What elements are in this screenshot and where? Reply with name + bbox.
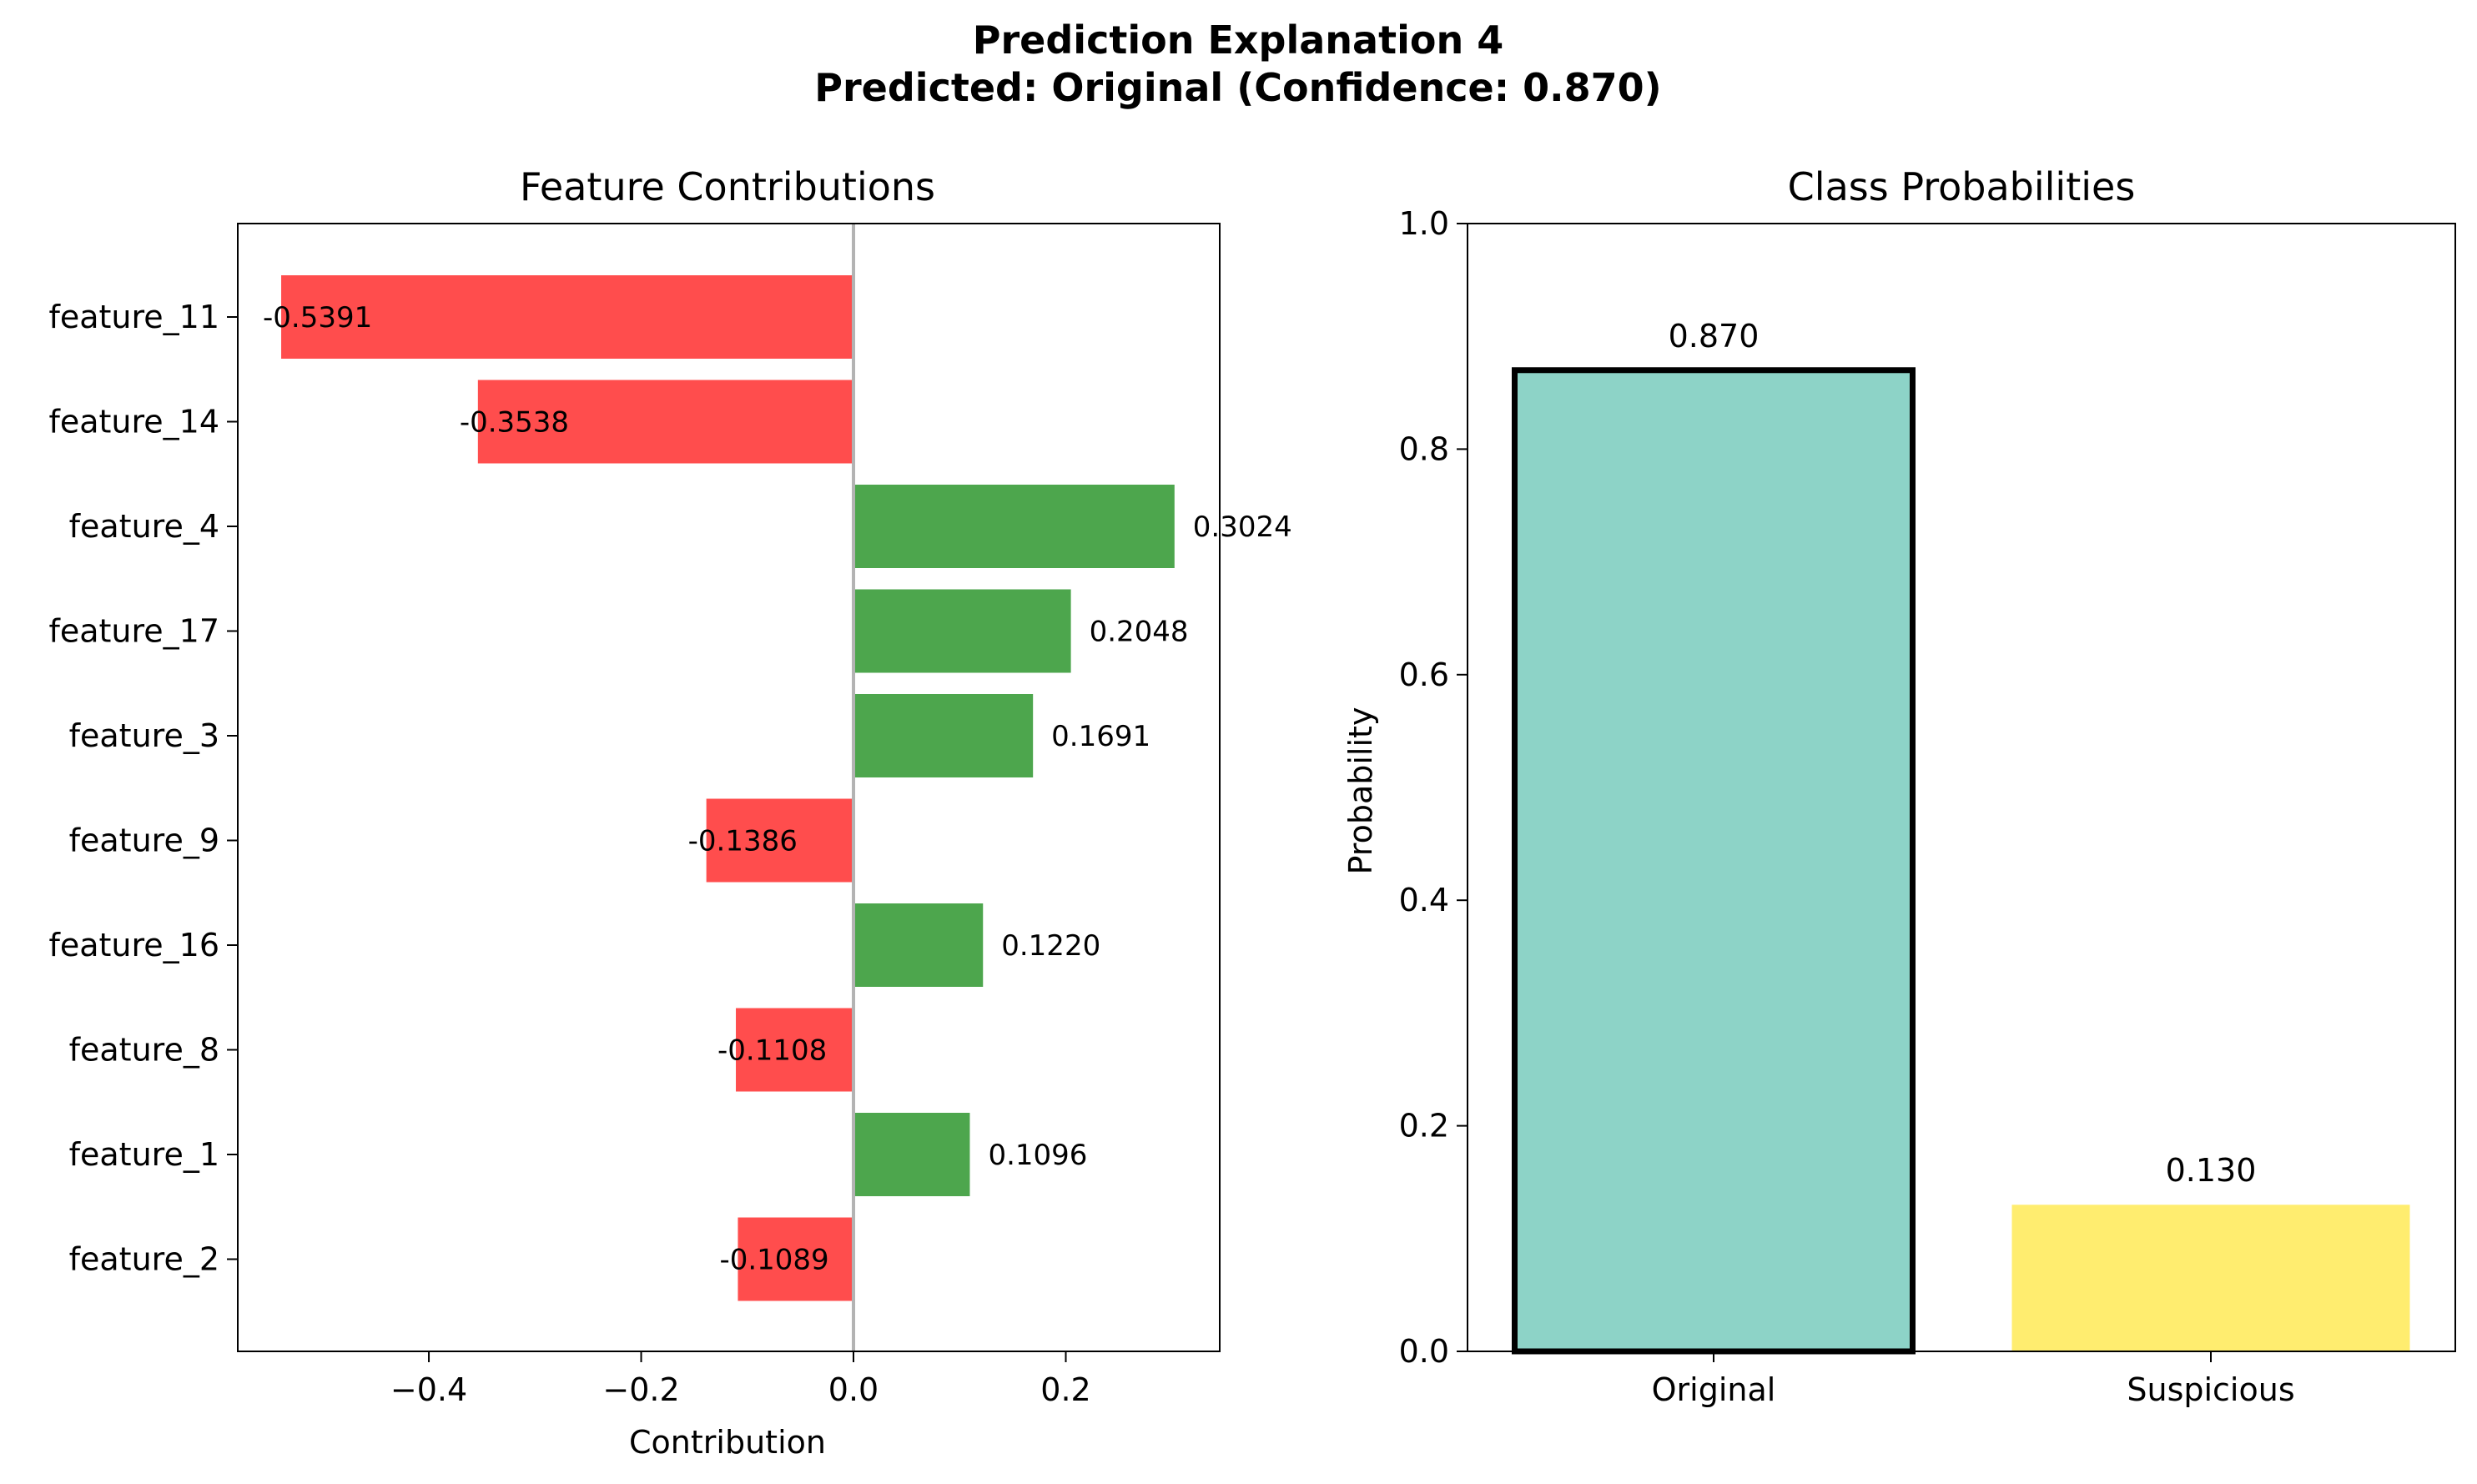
y-tick-label: feature_11 — [48, 299, 219, 335]
contribution-value-label: -0.1386 — [688, 825, 798, 858]
x-tick-label: −0.4 — [390, 1371, 467, 1408]
contribution-value-label: -0.3538 — [460, 406, 569, 440]
x-tick-label: −0.2 — [602, 1371, 679, 1408]
probability-axis-label: Probability — [1342, 707, 1379, 875]
plot-frame — [237, 223, 1221, 1352]
contribution-bar — [853, 903, 984, 987]
class-probabilities-title: Class Probabilities — [1788, 164, 2136, 209]
y-tick-label: feature_2 — [69, 1241, 219, 1278]
probability-bar — [1512, 367, 1916, 1355]
y-tick-label: 0.6 — [1399, 656, 1449, 693]
class-probabilities-panel: Class Probabilities Probability 0.870 Ori… — [1342, 164, 2456, 1408]
feature-contributions-panel: Feature Contributions Contribution featu… — [48, 164, 1291, 1461]
contribution-bar — [706, 798, 854, 883]
feature-contributions-title: Feature Contributions — [520, 164, 935, 209]
y-tick-label: feature_17 — [48, 613, 219, 650]
contribution-value-label: 0.3024 — [1193, 511, 1292, 544]
contribution-bar — [853, 1113, 970, 1196]
contribution-bar — [477, 380, 854, 464]
contribution-axis-label: Contribution — [629, 1424, 826, 1461]
y-tick-label: 0.4 — [1399, 882, 1449, 918]
contribution-bar — [736, 1008, 854, 1092]
y-tick-label: feature_3 — [69, 717, 219, 754]
x-tick-label: Original — [1652, 1371, 1776, 1408]
y-tick-label: feature_9 — [69, 822, 219, 859]
y-tick-label: feature_16 — [48, 927, 219, 963]
contribution-bar — [853, 694, 1034, 777]
figure-title-line1: Prediction Explanation 4 — [973, 18, 1503, 63]
contribution-bar — [281, 275, 854, 359]
x-tick-label: Suspicious — [2127, 1371, 2294, 1408]
y-tick-label: 0.0 — [1399, 1333, 1449, 1370]
contribution-bar — [853, 485, 1175, 568]
contribution-value-label: 0.1220 — [1001, 929, 1100, 963]
contribution-value-label: 0.2048 — [1090, 616, 1189, 649]
contribution-value-label: -0.1108 — [717, 1034, 827, 1068]
y-tick-label: feature_1 — [69, 1136, 219, 1173]
feature-contributions-plot-area: feature_11 -0.5391 feature_14 -0.3538 featur… — [48, 223, 1292, 1408]
contribution-bar — [853, 589, 1071, 673]
class-probabilities-plot-area: 0.870 Original 0.130 Suspicious 0.0 0.2 0.4 0.6… — [1399, 205, 2456, 1408]
probability-value-label: 0.130 — [2166, 1152, 2257, 1189]
figure-title-line2: Predicted: Original (Confidence: 0.870) — [814, 65, 1661, 110]
y-tick-label: 0.8 — [1399, 430, 1449, 467]
probability-bar — [2011, 1205, 2410, 1351]
contribution-value-label: 0.1691 — [1051, 720, 1150, 753]
x-tick-label: 0.0 — [828, 1371, 879, 1408]
contribution-value-label: 0.1096 — [988, 1139, 1087, 1172]
contribution-value-label: -0.1089 — [719, 1244, 828, 1277]
y-tick-label: feature_4 — [69, 508, 219, 545]
y-tick-label: feature_14 — [48, 404, 219, 440]
contribution-value-label: -0.5391 — [263, 301, 372, 335]
x-tick-label: 0.2 — [1040, 1371, 1090, 1408]
plot-frame — [1467, 223, 2456, 1352]
probability-value-label: 0.870 — [1669, 318, 1760, 355]
y-tick-label: 1.0 — [1399, 205, 1449, 242]
y-tick-label: 0.2 — [1399, 1108, 1449, 1144]
y-tick-label: feature_8 — [69, 1032, 219, 1069]
contribution-bar — [738, 1217, 854, 1301]
